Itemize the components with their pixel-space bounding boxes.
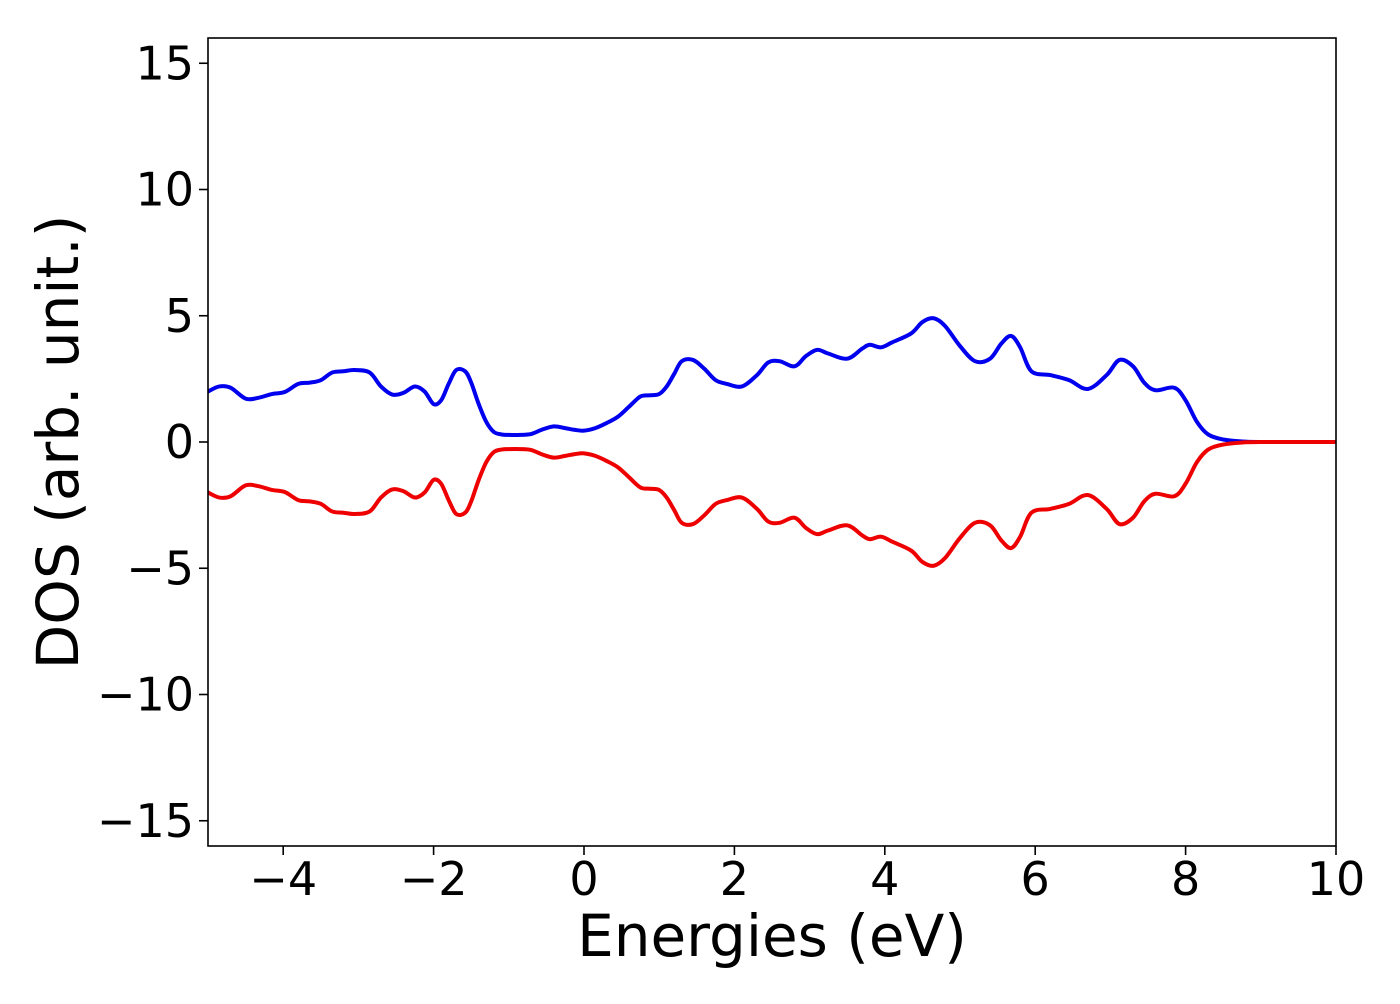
- x-tick-label: 10: [1307, 852, 1366, 906]
- y-tick-label: 0: [165, 415, 194, 469]
- x-tick-label: −4: [249, 852, 317, 906]
- x-tick-label: 8: [1171, 852, 1200, 906]
- y-tick-label: −10: [97, 668, 194, 722]
- x-axis-title: Energies (eV): [577, 902, 967, 970]
- x-tick-label: 2: [720, 852, 749, 906]
- x-tick-label: 6: [1021, 852, 1050, 906]
- x-tick-label: 0: [569, 852, 598, 906]
- y-axis-title: DOS (arb. unit.): [24, 215, 92, 670]
- x-tick-label: −2: [400, 852, 468, 906]
- x-axis: −4 −2 0 2 4 6 8 10: [249, 846, 1365, 906]
- y-axis: −15 −10 −5 0 5 10 15: [97, 36, 208, 848]
- y-tick-label: −15: [97, 794, 194, 848]
- y-tick-label: 10: [135, 163, 194, 217]
- y-tick-label: 15: [135, 36, 194, 90]
- y-tick-label: 5: [165, 289, 194, 343]
- y-tick-label: −5: [126, 541, 194, 595]
- series-layer: [208, 316, 1336, 568]
- plot-area-frame: [207, 37, 1337, 847]
- x-tick-label: 4: [870, 852, 899, 906]
- dos-series-line-1: [208, 316, 1336, 445]
- dos-series-line-2: [208, 439, 1336, 568]
